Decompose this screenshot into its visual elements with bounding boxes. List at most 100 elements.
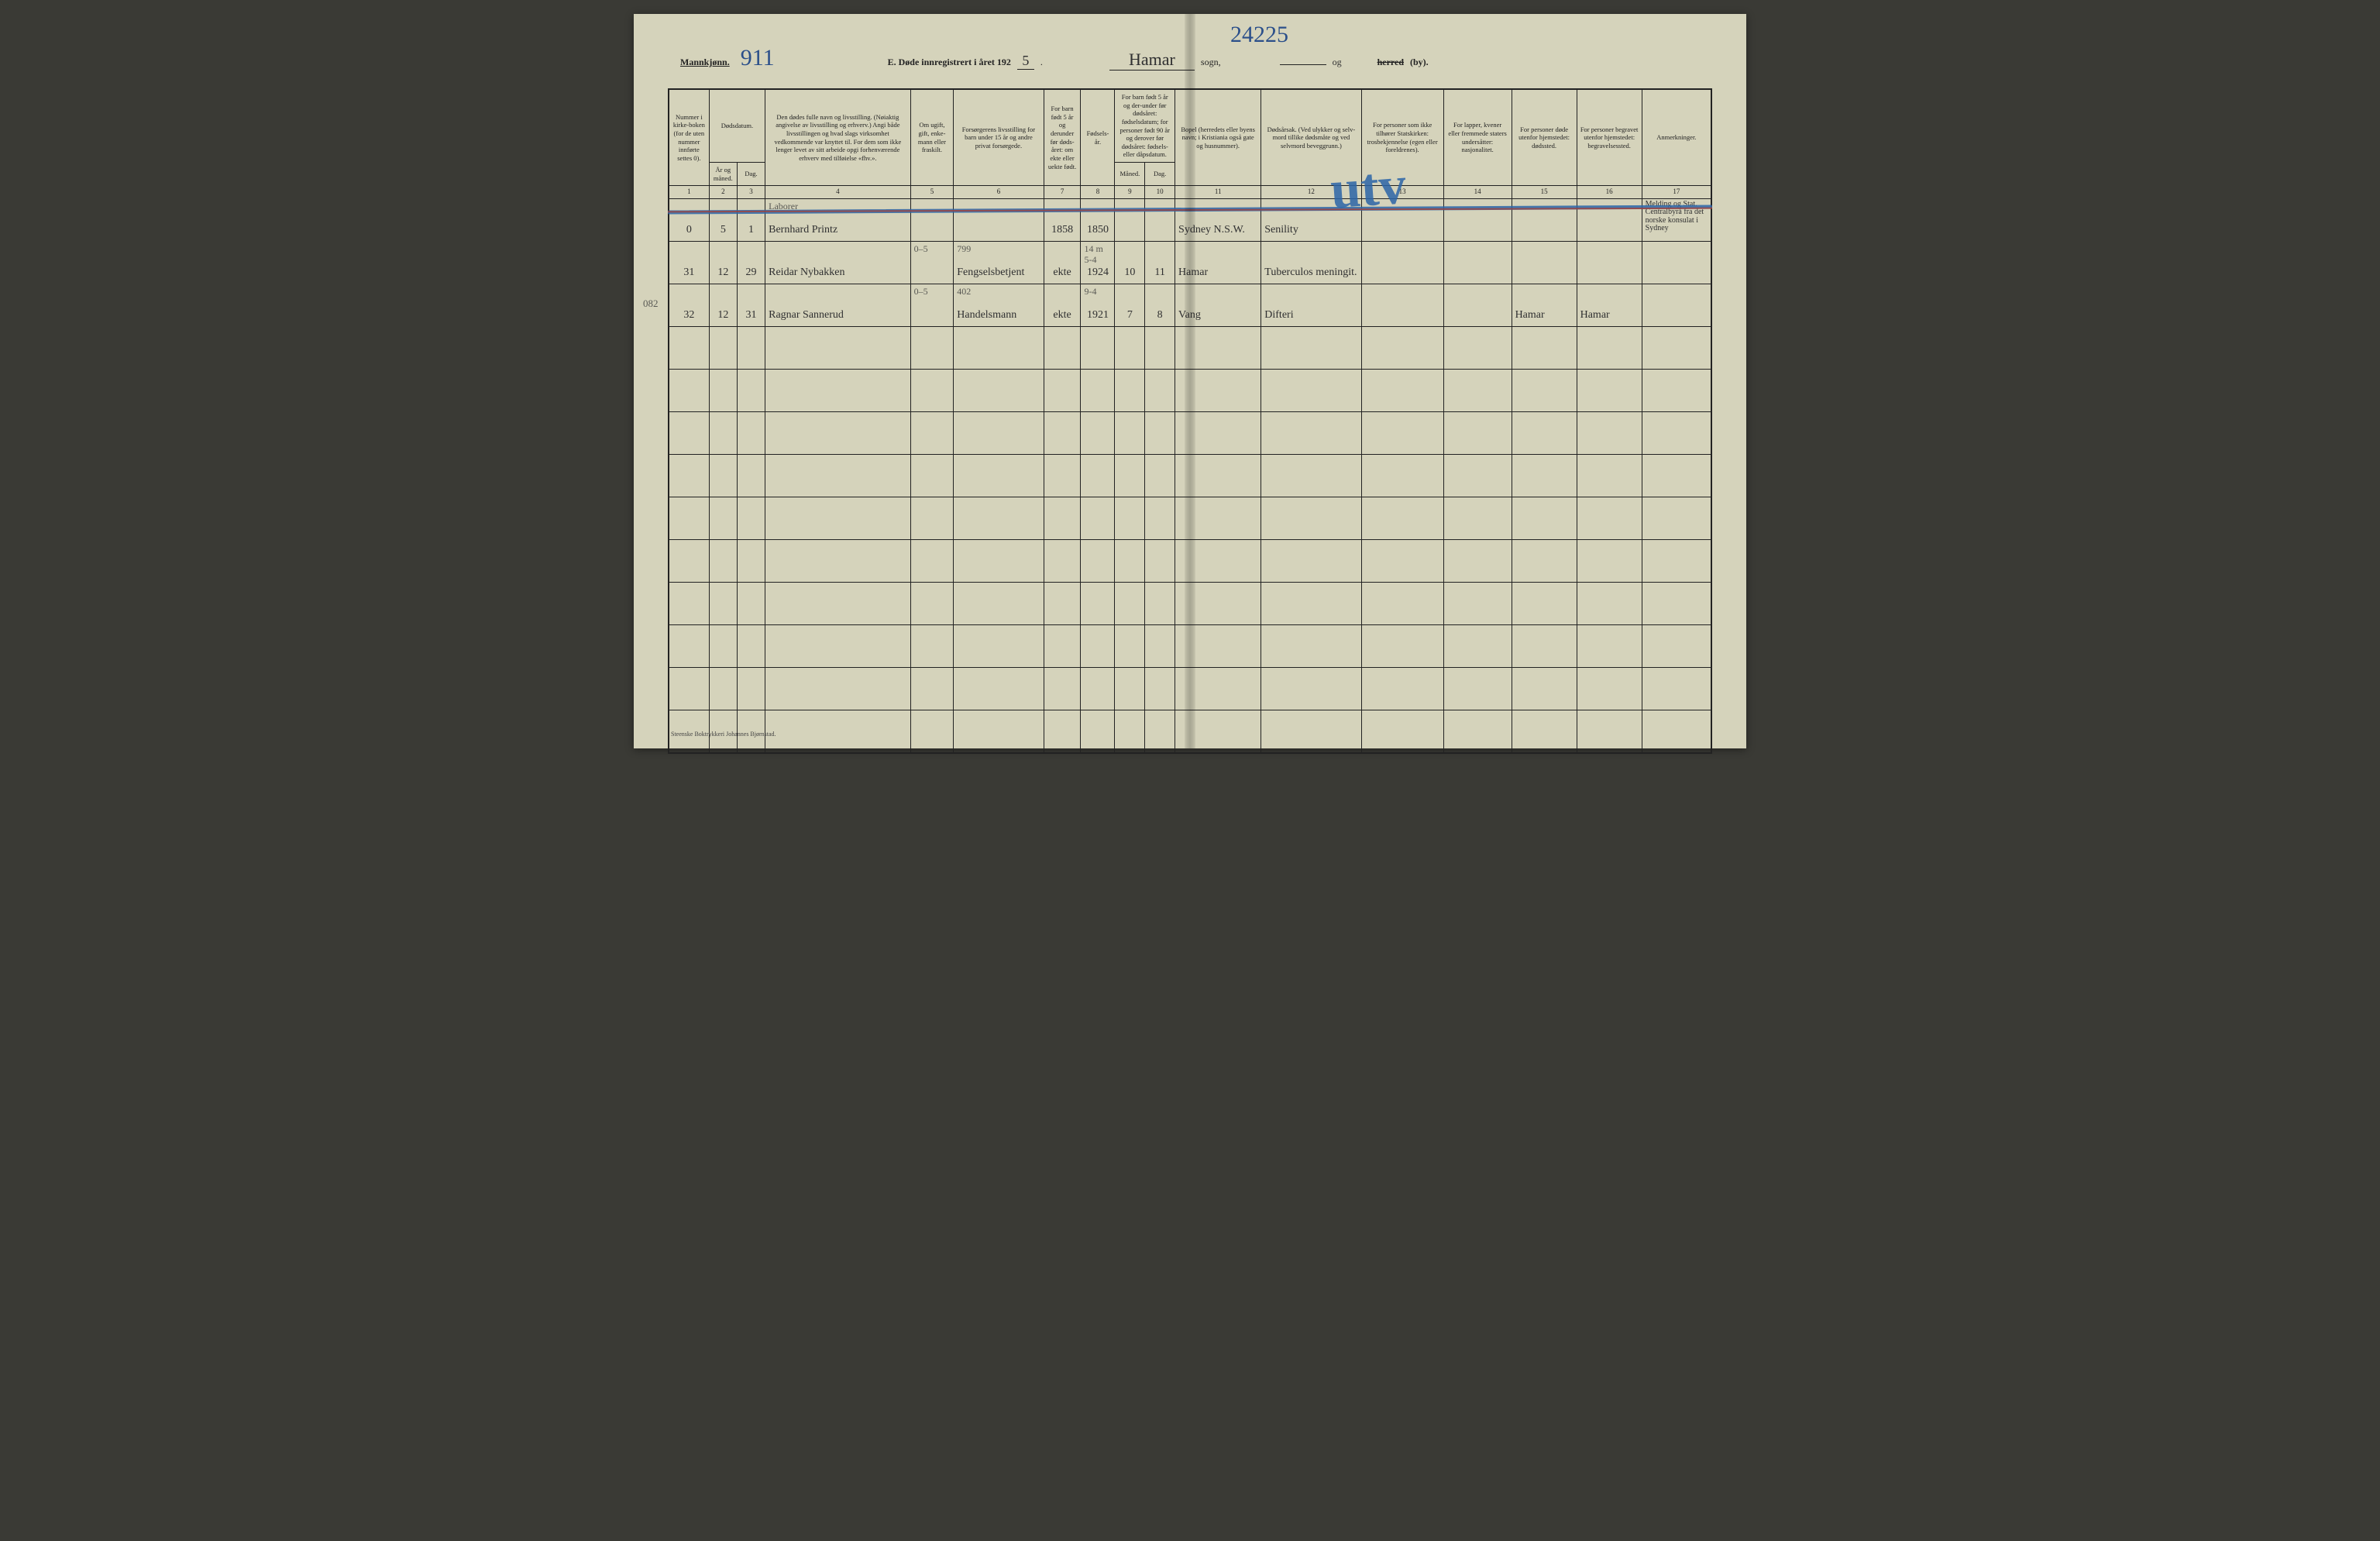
cell: 12 xyxy=(709,284,737,326)
cell xyxy=(669,454,710,497)
cell xyxy=(1261,624,1361,667)
col-num: 8 xyxy=(1081,186,1115,198)
cell xyxy=(709,411,737,454)
cell xyxy=(1261,539,1361,582)
cell xyxy=(1512,582,1577,624)
col-num: 1 xyxy=(669,186,710,198)
cell xyxy=(709,454,737,497)
cell xyxy=(910,710,954,752)
cell xyxy=(1044,369,1081,411)
cell xyxy=(709,624,737,667)
cell xyxy=(1115,454,1145,497)
cell: 14 m5-41924 xyxy=(1081,241,1115,284)
col-num: 17 xyxy=(1642,186,1711,198)
cell xyxy=(765,369,911,411)
cell: LaborerBernhard Printz xyxy=(765,198,911,241)
title-prefix: E. Døde innregistrert i året 192 xyxy=(888,57,1011,68)
cell xyxy=(737,497,765,539)
cell xyxy=(1512,539,1577,582)
cell xyxy=(709,326,737,369)
cell xyxy=(737,411,765,454)
cell xyxy=(709,582,737,624)
cell xyxy=(737,582,765,624)
cell xyxy=(910,497,954,539)
cell xyxy=(1443,326,1512,369)
cell xyxy=(1261,497,1361,539)
cell xyxy=(910,369,954,411)
col-8-header: Fødsels-år. xyxy=(1081,90,1115,186)
cell xyxy=(1512,710,1577,752)
cell xyxy=(954,411,1044,454)
cell xyxy=(1044,539,1081,582)
cell xyxy=(1577,198,1642,241)
cell xyxy=(1443,710,1512,752)
cell xyxy=(669,369,710,411)
cell xyxy=(1145,710,1175,752)
cell xyxy=(1642,624,1711,667)
cell xyxy=(1044,710,1081,752)
cell: Ragnar Sannerud xyxy=(765,284,911,326)
col-num: 5 xyxy=(910,186,954,198)
cell xyxy=(1145,198,1175,241)
cell xyxy=(1443,284,1512,326)
cell xyxy=(669,667,710,710)
parish-label: sogn, xyxy=(1201,57,1221,68)
cell xyxy=(669,539,710,582)
cell xyxy=(1361,454,1443,497)
cell xyxy=(765,667,911,710)
cell xyxy=(1081,539,1115,582)
cell xyxy=(1577,369,1642,411)
cell xyxy=(1577,411,1642,454)
cell: 8 xyxy=(1145,284,1175,326)
cell xyxy=(1115,582,1145,624)
cell xyxy=(1443,411,1512,454)
cell xyxy=(1443,454,1512,497)
cell xyxy=(1081,624,1115,667)
cell xyxy=(1145,454,1175,497)
cell xyxy=(1044,624,1081,667)
herred-value xyxy=(1280,64,1326,65)
cell xyxy=(1115,624,1145,667)
cell xyxy=(669,326,710,369)
cell xyxy=(1361,539,1443,582)
cell xyxy=(1081,582,1115,624)
cell xyxy=(709,369,737,411)
col-num: 3 xyxy=(737,186,765,198)
col-num: 4 xyxy=(765,186,911,198)
cell xyxy=(1261,710,1361,752)
cell xyxy=(1443,582,1512,624)
cell xyxy=(1115,497,1145,539)
col-9-header: Måned. xyxy=(1115,163,1145,186)
col-15-header: For personer døde utenfor hjemstedet: dø… xyxy=(1512,90,1577,186)
cell: 0–5 xyxy=(910,241,954,284)
cell xyxy=(765,454,911,497)
cell xyxy=(910,539,954,582)
col-2-3-group: Dødsdatum. xyxy=(709,90,765,163)
cell xyxy=(1443,241,1512,284)
cell xyxy=(1512,667,1577,710)
cell xyxy=(1512,454,1577,497)
col-num: 9 xyxy=(1115,186,1145,198)
cell xyxy=(1145,411,1175,454)
cell xyxy=(709,667,737,710)
cell xyxy=(1577,326,1642,369)
herred-label: herred xyxy=(1377,57,1404,68)
cell xyxy=(737,624,765,667)
gender-label: Mannkjønn. xyxy=(680,57,730,68)
cell xyxy=(1443,369,1512,411)
cell xyxy=(1642,241,1711,284)
cell xyxy=(910,326,954,369)
col-7-header: For barn født 5 år og derunder før døds-… xyxy=(1044,90,1081,186)
cell xyxy=(669,411,710,454)
cell xyxy=(1443,539,1512,582)
cell xyxy=(1261,582,1361,624)
col-17-header: Anmerkninger. xyxy=(1642,90,1711,186)
ledger-page: Mannkjønn. 911 E. Døde innregistrert i å… xyxy=(634,14,1746,748)
cell xyxy=(1115,539,1145,582)
cell xyxy=(1115,667,1145,710)
cell xyxy=(1361,411,1443,454)
cell xyxy=(1145,369,1175,411)
cell xyxy=(1443,497,1512,539)
cell xyxy=(1044,454,1081,497)
cell xyxy=(1577,667,1642,710)
